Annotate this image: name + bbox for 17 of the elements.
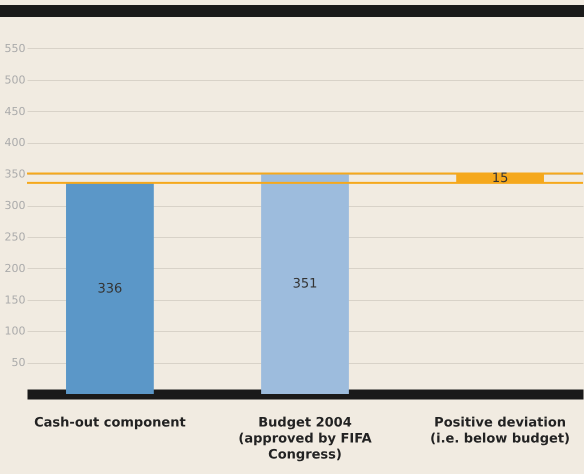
x-tick-label: Cash-out component bbox=[34, 416, 186, 430]
y-tick-label: 400 bbox=[4, 136, 26, 150]
y-tick-label: 250 bbox=[4, 230, 26, 244]
y-tick-label: 200 bbox=[4, 262, 26, 275]
y-tick-label: 350 bbox=[4, 168, 26, 181]
x-tick-label: Positive deviation (i.e. below budget) bbox=[430, 416, 570, 446]
y-tick-label: 550 bbox=[4, 42, 26, 55]
y-tick-label: 450 bbox=[4, 104, 26, 118]
data-label: 15 bbox=[492, 171, 508, 186]
y-tick-label: 150 bbox=[4, 293, 26, 306]
y-tick-label: 500 bbox=[4, 73, 26, 86]
y-tick-label: 300 bbox=[4, 199, 26, 212]
data-label: 351 bbox=[292, 276, 318, 292]
y-tick-label: 100 bbox=[4, 324, 26, 338]
x-tick-label: Budget 2004 (approved by FIFA Congress) bbox=[238, 416, 372, 462]
data-label: 336 bbox=[98, 281, 122, 296]
y-tick-label: 50 bbox=[12, 356, 26, 370]
